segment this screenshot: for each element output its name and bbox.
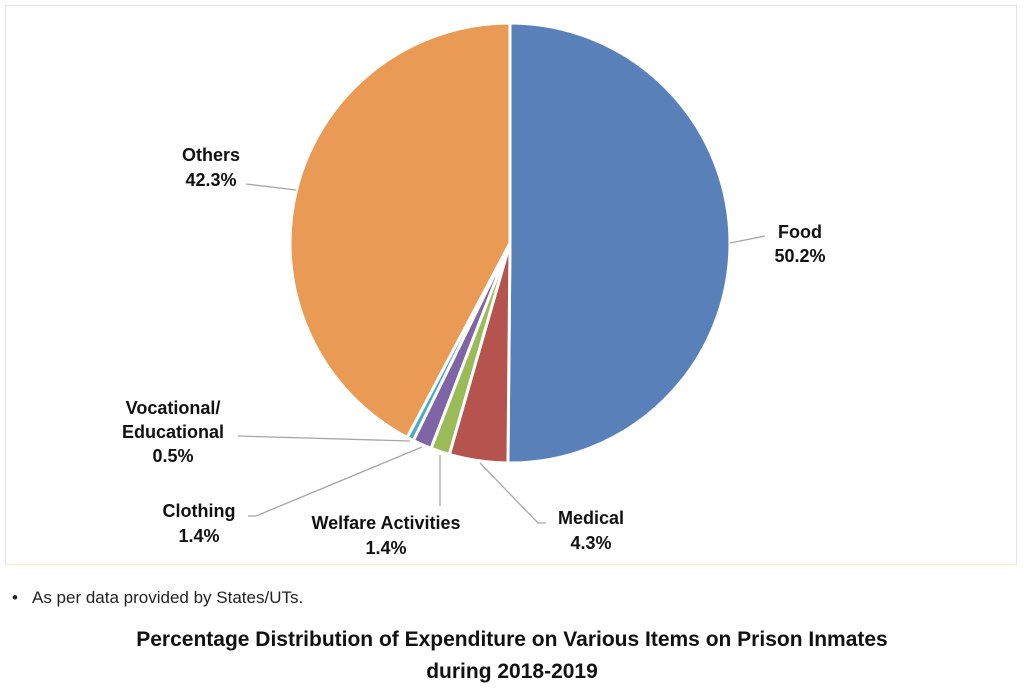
value-medical: 4.3% [570, 533, 611, 553]
label-welfare: Welfare Activities [311, 513, 460, 533]
bullet: • [12, 588, 18, 607]
leader-line-others [245, 183, 297, 191]
chart-frame [5, 5, 1017, 565]
pie-chart: Food 50.2% Medical 4.3% Welfare Activiti… [122, 21, 826, 558]
label-medical: Medical [558, 508, 624, 528]
label-vocational-1: Vocational/ [126, 398, 221, 418]
footnote: • As per data provided by States/UTs. [12, 588, 303, 608]
pie-slice-food [506, 21, 732, 465]
value-vocational: 0.5% [152, 446, 193, 466]
value-food: 50.2% [774, 246, 825, 266]
value-welfare: 1.4% [365, 538, 406, 558]
footnote-text: As per data provided by States/UTs. [32, 588, 304, 607]
chart-title-line-1: Percentage Distribution of Expenditure o… [136, 628, 888, 651]
value-others: 42.3% [185, 170, 236, 190]
label-vocational-2: Educational [122, 422, 224, 442]
leader-line-vocational [237, 435, 411, 442]
leader-line-food [729, 235, 766, 244]
leader-line-medical [479, 462, 546, 524]
value-clothing: 1.4% [178, 526, 219, 546]
pie-slice-others [288, 21, 512, 440]
leader-line-clothing [248, 446, 423, 517]
label-others: Others [182, 145, 240, 165]
label-food: Food [778, 222, 822, 242]
chart-title-line-2: during 2018-2019 [426, 660, 598, 683]
chart-title: Percentage Distribution of Expenditure o… [0, 624, 1024, 688]
label-clothing: Clothing [163, 501, 236, 521]
